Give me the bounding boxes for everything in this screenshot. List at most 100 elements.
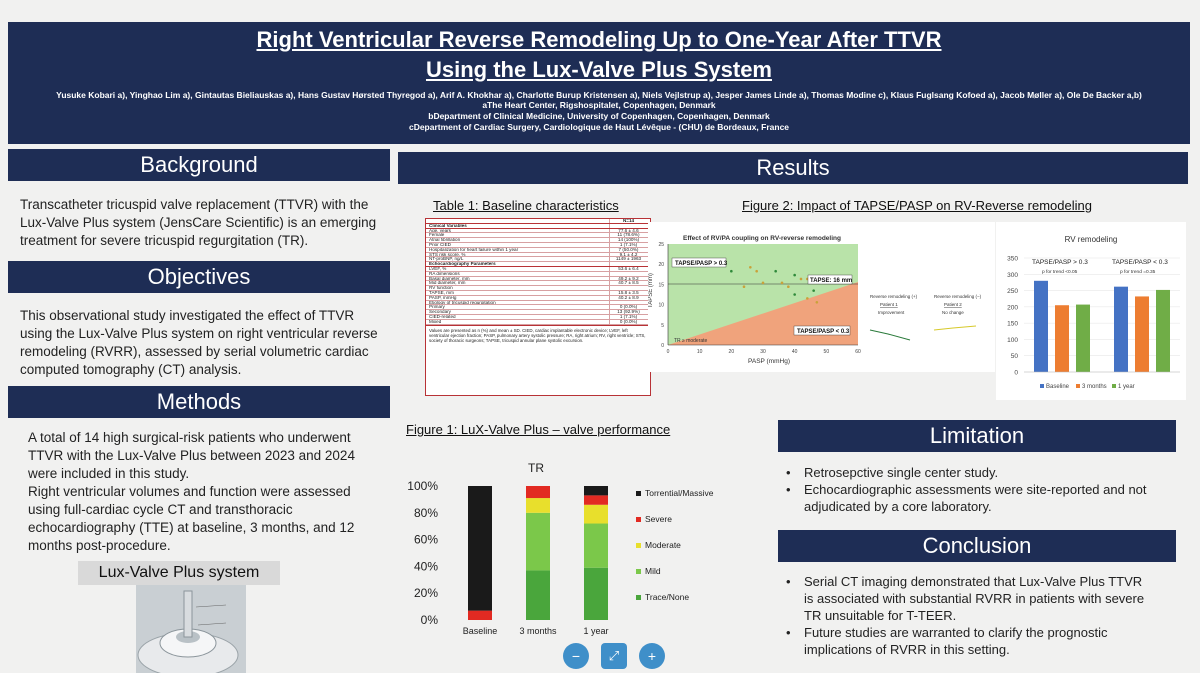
table1-row-label: RV function xyxy=(429,286,453,291)
table1-row: Secondary 13 (92.9%) xyxy=(426,310,650,315)
background-text: Transcatheter tricuspid valve replacemen… xyxy=(20,197,377,248)
affiliation-a: aThe Heart Center, Rigshospitalet, Copen… xyxy=(482,100,716,110)
fig1-bar-segment xyxy=(526,486,550,499)
mini1-title: Reverse remodeling (+) xyxy=(870,294,918,299)
rv-bar xyxy=(1135,296,1149,372)
fit-screen-icon: ⤢ xyxy=(608,648,620,663)
rv-ytick: 50 xyxy=(1011,353,1019,360)
table1-footnote: Values are presented as n (%) and mean ±… xyxy=(426,324,650,346)
objectives-heading: Objectives xyxy=(8,261,390,293)
fig1-legend-label: Moderate xyxy=(645,540,681,550)
limitation-item-2: Echocardiographic assessments were site-… xyxy=(780,481,1155,515)
table1: N=14 Clinical Variables Age, years 77.6 ± … xyxy=(425,218,651,396)
table1-row: Primary 0 (0.0%) xyxy=(426,305,650,311)
rv-legend-swatch xyxy=(1076,384,1080,388)
limitation-heading: Limitation xyxy=(778,420,1176,452)
scatter-point xyxy=(749,266,752,269)
scatter-ytick: 25 xyxy=(658,242,664,248)
label-high: TAPSE/PASP > 0.3 xyxy=(675,261,728,267)
rv-chart-title: RV remodeling xyxy=(1065,235,1118,244)
fig1-bar-segment xyxy=(468,486,492,611)
table1-row: Female 11 (78.6%) xyxy=(426,233,650,239)
conclusion-list: Serial CT imaging demonstrated that Lux-… xyxy=(780,573,1155,658)
authors: Yusuke Kobari a), Yinghao Lim a), Gintau… xyxy=(56,90,1142,100)
conclusion-heading: Conclusion xyxy=(778,530,1176,562)
table1-row-label: Basal diameter, mm xyxy=(429,276,470,281)
fig1-legend: Torrential/Massive Severe Moderate Mild Trac… xyxy=(636,488,714,602)
table1-row-label: Secondary xyxy=(429,310,451,315)
rv-ytick: 250 xyxy=(1007,288,1018,295)
fig1-xlabel: Baseline xyxy=(463,626,498,636)
table1-header-row: N=14 xyxy=(426,219,650,224)
table1-row-value xyxy=(609,286,647,290)
rv-ytick: 150 xyxy=(1007,321,1018,328)
table1-n-header: N=14 xyxy=(609,219,647,223)
fit-screen-button[interactable]: ⤢ xyxy=(601,643,627,669)
fig1-legend-swatch xyxy=(636,543,641,548)
table1-row: PASP, mmHg 40.2 ± 8.9 xyxy=(426,295,650,301)
table1-row-value: 40.7 ± 8.5 xyxy=(609,281,647,286)
scatter-ytick: 5 xyxy=(661,323,664,329)
table1-row: RA dimensions xyxy=(426,271,650,277)
table1-row-label: Clinical Variables xyxy=(429,223,467,228)
scatter-xtick: 10 xyxy=(697,349,703,355)
zoom-out-button[interactable]: − xyxy=(563,643,589,669)
table1-row: STS risk score, % 9.1 ± 4.2 xyxy=(426,252,650,258)
rv-bars xyxy=(1034,280,1170,372)
table1-row: Basal diameter, mm 49.2 ± 9.2 xyxy=(426,276,650,282)
fig1-ytick: 20% xyxy=(414,586,438,600)
table1-row-value xyxy=(609,223,647,228)
rv-ytick: 300 xyxy=(1007,272,1018,279)
scatter-point xyxy=(806,297,809,300)
table1-row: TAPSE, mm 15.8 ± 3.5 xyxy=(426,290,650,296)
table1-row-value: 1149 ± 1963 xyxy=(609,257,647,262)
table1-row-label: LVEF, % xyxy=(429,266,447,271)
table1-row-value: 40.2 ± 8.9 xyxy=(609,295,647,300)
methods-text-2: Right ventricular volumes and function w… xyxy=(28,484,355,553)
mini2-text: No change xyxy=(942,310,964,315)
scatter-xticks: 0 10 20 30 40 50 60 xyxy=(667,349,861,355)
table1-row-label: Mid diameter, mm xyxy=(429,281,466,286)
rv-ytick: 200 xyxy=(1007,304,1018,311)
scatter-point xyxy=(815,300,819,304)
fig1-xlabel: 3 months xyxy=(519,626,557,636)
rv-bar xyxy=(1055,305,1069,372)
zoom-in-button[interactable]: + xyxy=(639,643,665,669)
fig1-bar-segment xyxy=(584,567,608,620)
poster-title-line2: Using the Lux-Valve Plus System xyxy=(425,57,772,82)
zoom-in-icon: + xyxy=(647,648,657,664)
scatter-point xyxy=(793,273,796,277)
rv-trend1: p for trend <0.05 xyxy=(1042,269,1078,275)
table1-row-value: 77.6 ± 4.6 xyxy=(609,228,647,233)
rv-remodeling-chart: RV remodeling TAPSE/PASP > 0.3 TAPSE/PAS… xyxy=(996,222,1186,400)
table1-row: Etiology of tricuspid regurgitation xyxy=(426,300,650,306)
objectives-text: This observational study investigated th… xyxy=(20,308,378,377)
table1-row-label: Prior CIED xyxy=(429,242,451,247)
table1-row-value xyxy=(609,300,647,305)
table1-row-value xyxy=(609,262,647,266)
fig1-legend-label: Severe xyxy=(645,514,672,524)
rv-trend2: p for trend =0.35 xyxy=(1120,269,1156,275)
rv-ytick: 100 xyxy=(1007,337,1018,344)
background-heading: Background xyxy=(8,149,390,181)
limitation-list: Retrosepctive single center study. Echoc… xyxy=(780,464,1155,515)
scatter-point xyxy=(774,269,777,273)
scatter-xtick: 0 xyxy=(667,349,670,355)
fig1-bar-segment xyxy=(526,512,550,571)
rv-ytick: 350 xyxy=(1007,256,1018,263)
table1-row: LVEF, % 53.6 ± 6.4 xyxy=(426,266,650,272)
scatter-xtick: 30 xyxy=(760,349,766,355)
scatter-ytick: 10 xyxy=(658,303,664,309)
table1-row-value: 0 (0.0%) xyxy=(609,305,647,310)
table1-row-label: Mixed xyxy=(429,319,442,324)
rv-legend-label: 1 year xyxy=(1118,384,1135,390)
rv-legend-swatch xyxy=(1112,384,1116,388)
affiliation-b: bDepartment of Clinical Medicine, Univer… xyxy=(428,111,770,121)
scatter-point xyxy=(787,285,790,289)
table1-row-value: 13 (92.9%) xyxy=(609,310,647,314)
scatter-point xyxy=(742,285,746,289)
fig1-legend-swatch xyxy=(636,517,641,522)
scatter-ytick: 20 xyxy=(658,262,664,268)
scatter-title: Effect of RV/PA coupling on RV-reverse r… xyxy=(683,235,841,242)
table1-title: Table 1: Baseline characteristics xyxy=(433,198,619,213)
